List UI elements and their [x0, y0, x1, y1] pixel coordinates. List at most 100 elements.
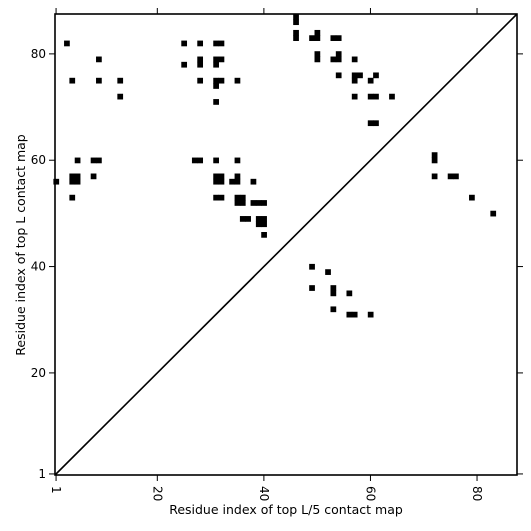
contact-point-lower [218, 194, 225, 201]
y-tick-label: 1 [38, 467, 46, 481]
x-axis-label: Residue index of top L/5 contact map [169, 502, 403, 517]
contact-point-upper [117, 77, 124, 84]
contact-point-upper [69, 77, 76, 84]
contact-point-upper [335, 35, 342, 41]
x-tick-label: 1 [49, 486, 63, 494]
contact-point-lower [469, 194, 475, 201]
contact-point-lower [250, 178, 257, 185]
contact-point-upper [314, 35, 321, 41]
contact-point-upper [367, 77, 374, 84]
contact-point-upper [293, 35, 299, 41]
contact-point-lower [255, 216, 262, 222]
contact-point-upper [351, 72, 358, 79]
contact-point-upper [96, 77, 102, 84]
contact-point-lower [234, 194, 241, 201]
contact-point-lower [261, 221, 267, 228]
contact-point-lower [261, 200, 267, 206]
contact-point-lower [351, 311, 358, 318]
contact-point-upper [389, 93, 395, 100]
contact-point-upper [330, 35, 337, 41]
contact-point-upper [314, 29, 321, 36]
contact-point-upper [351, 77, 358, 84]
y-axis-ticks: 1 20 40 60 80 [31, 47, 523, 481]
contact-point-upper [197, 77, 204, 84]
contact-point-upper [293, 19, 299, 26]
contact-point-lower [239, 216, 246, 222]
contact-point-upper [314, 51, 321, 57]
contact-point-lower [250, 200, 257, 206]
contact-point-upper [309, 35, 315, 41]
contact-point-upper [314, 56, 321, 63]
y-tick-label: 80 [31, 47, 46, 61]
contact-point-lower [218, 173, 225, 180]
contact-point-lower [197, 157, 204, 164]
contact-point-lower [453, 173, 459, 180]
contact-point-upper [213, 40, 219, 47]
contact-point-lower [74, 178, 81, 185]
contact-point-lower [191, 157, 198, 164]
contact-point-upper [213, 77, 219, 84]
contact-point-lower [245, 216, 251, 222]
contact-point-upper [373, 93, 379, 100]
contact-point-upper [213, 83, 219, 89]
contact-point-lower [90, 157, 97, 164]
contact-point-upper [197, 56, 204, 63]
contact-point-upper [213, 56, 219, 63]
contact-point-lower [255, 200, 262, 206]
plot-frame [54, 13, 518, 476]
contact-point-lower [309, 263, 315, 270]
contact-point-lower [229, 178, 235, 185]
contact-point-lower [213, 157, 219, 164]
contact-point-upper [367, 120, 374, 127]
contact-point-upper [335, 72, 342, 79]
contact-point-lower [213, 178, 219, 185]
contact-point-upper [197, 40, 204, 47]
contact-point-lower [69, 178, 76, 185]
contact-point-lower [325, 269, 331, 275]
contact-point-lower [330, 290, 337, 297]
contact-point-lower [218, 178, 225, 185]
contact-point-upper [373, 120, 379, 127]
contact-point-upper [64, 40, 70, 47]
x-tick-label: 60 [363, 486, 377, 501]
contact-point-upper [117, 93, 124, 100]
y-tick-label: 60 [31, 153, 46, 167]
contact-point-lower [74, 173, 81, 180]
y-axis-label: Residue index of top L contact map [13, 134, 28, 355]
y-tick-label: 20 [31, 366, 46, 380]
contact-point-upper [373, 72, 379, 79]
contact-point-lower [234, 157, 241, 164]
contact-point-lower [213, 194, 219, 201]
contact-point-upper [218, 56, 225, 63]
contact-point-lower [53, 178, 60, 185]
diagonal-line [54, 13, 518, 476]
contact-point-lower [90, 173, 97, 180]
contact-point-upper [335, 51, 342, 57]
y-tick-label: 40 [31, 260, 46, 274]
contact-point-lower [330, 285, 337, 291]
contact-point-lower [447, 173, 454, 180]
contact-point-upper [234, 77, 241, 84]
contact-point-lower [213, 173, 219, 180]
contact-point-upper [96, 56, 102, 63]
contact-point-lower [234, 173, 241, 180]
contact-point-lower [261, 216, 267, 222]
contact-point-lower [346, 290, 353, 297]
contact-point-lower [69, 173, 76, 180]
x-tick-label: 20 [150, 486, 164, 501]
contact-point-upper [351, 56, 358, 63]
contact-point-upper [181, 61, 188, 68]
contact-point-lower [431, 152, 438, 158]
contact-point-lower [239, 200, 246, 206]
contact-point-lower [431, 157, 438, 164]
contact-point-upper [197, 61, 204, 68]
contact-point-lower [69, 194, 76, 201]
contact-point-lower [261, 232, 267, 238]
contact-point-lower [490, 210, 497, 217]
contact-point-upper [367, 93, 374, 100]
contact-point-upper [213, 99, 219, 105]
contact-point-upper [181, 40, 188, 47]
contact-point-upper [218, 77, 225, 84]
contact-point-upper [357, 72, 363, 79]
